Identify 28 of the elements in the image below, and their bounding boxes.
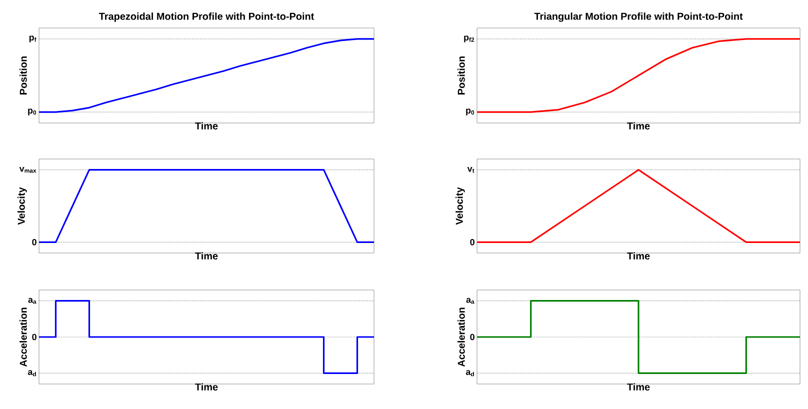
x-axis-title: Time <box>627 383 650 391</box>
x-axis-title: Time <box>195 252 218 260</box>
y-axis-title: Velocity <box>456 187 465 225</box>
ref-line-label: a$_{d}$ <box>28 370 36 376</box>
ref-line-label: 0 <box>32 238 36 246</box>
x-axis-title: Time <box>195 383 218 391</box>
x-axis-title: Time <box>195 122 218 130</box>
ref-line-label: a$_{a}$ <box>466 298 474 304</box>
y-axis-title: Acceleration <box>20 308 27 367</box>
y-axis-title: Velocity <box>18 187 27 225</box>
ref-line-label: 0 <box>470 238 474 246</box>
ref-line-label: 0 <box>470 334 474 340</box>
ref-line-label: 0 <box>32 334 36 340</box>
x-axis-title: Time <box>627 122 650 130</box>
y-axis-title: Position <box>458 56 465 94</box>
ref-line-label: a$_{a}$ <box>28 298 36 304</box>
ref-line-label: v$_{t}$ <box>467 166 474 173</box>
ref-line-label: a$_{d}$ <box>466 370 474 376</box>
ref-line-label: p$_{0}$ <box>28 108 36 116</box>
chart-title: Triangular Motion Profile with Point-to-Point <box>534 12 743 22</box>
x-axis-title: Time <box>627 252 650 260</box>
ref-line-label: p$_{f}$ <box>29 36 36 42</box>
ref-line-label: p$_{f2}$ <box>464 36 474 42</box>
ref-line-label: p$_{0}$ <box>466 108 474 116</box>
y-axis-title: Acceleration <box>458 308 465 367</box>
ref-line-label: v$_{max}$ <box>19 166 36 173</box>
chart-title: Trapezoidal Motion Profile with Point-to-Point <box>98 12 314 22</box>
y-axis-title: Position <box>20 56 27 94</box>
